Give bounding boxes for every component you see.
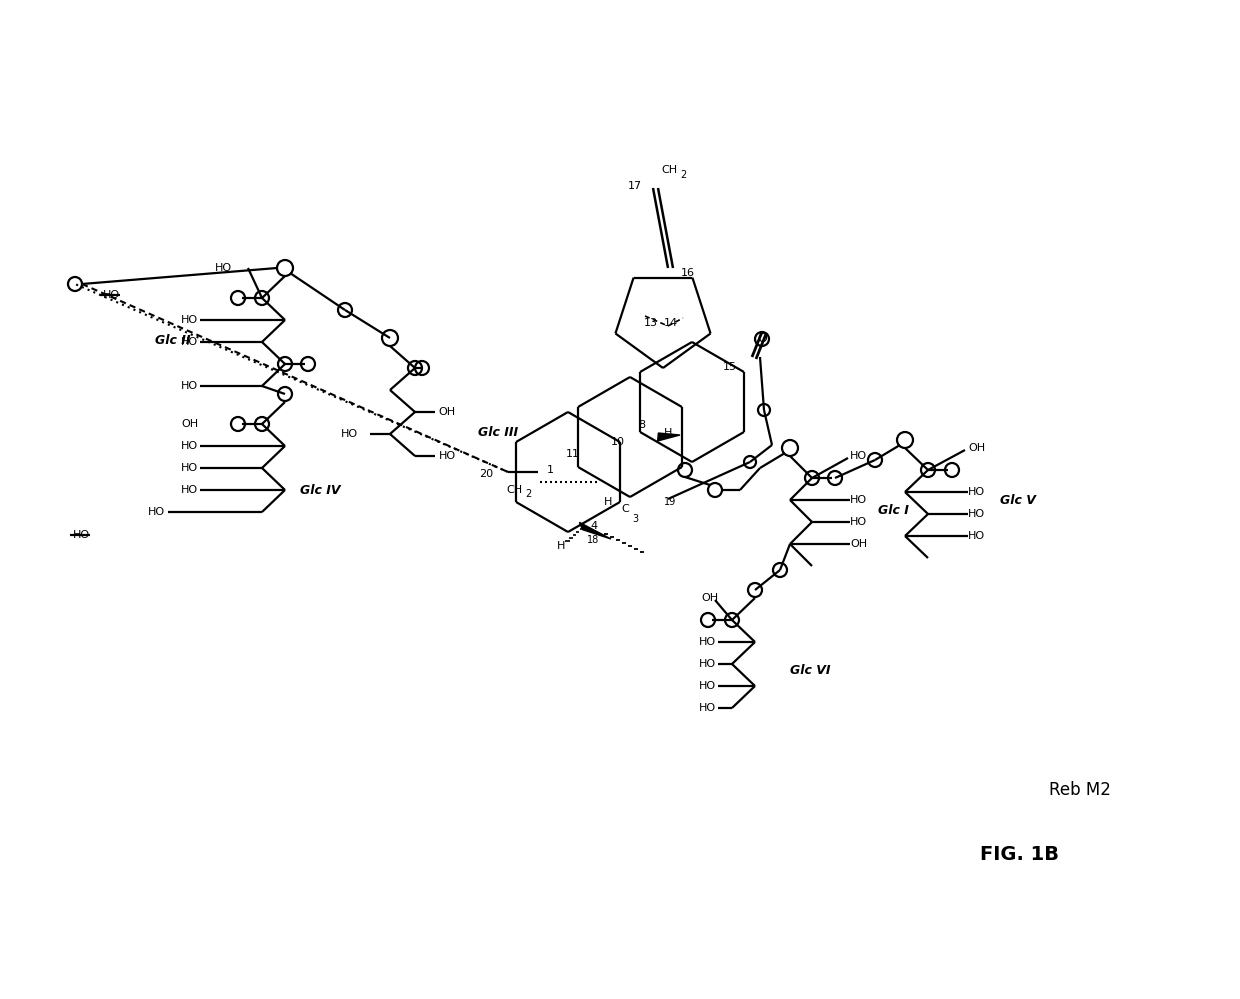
Text: HO: HO xyxy=(181,381,198,391)
Text: FIG. 1B: FIG. 1B xyxy=(981,845,1059,864)
Text: C: C xyxy=(621,504,629,514)
Polygon shape xyxy=(657,433,680,441)
Text: 11: 11 xyxy=(565,449,580,459)
Text: HO: HO xyxy=(148,507,165,517)
Text: HO: HO xyxy=(968,531,985,541)
Text: 15: 15 xyxy=(723,362,737,372)
Text: OH: OH xyxy=(439,407,455,417)
Text: HO: HO xyxy=(849,517,867,527)
Text: HO: HO xyxy=(968,487,985,497)
Text: 17: 17 xyxy=(627,181,642,191)
Text: HO: HO xyxy=(439,451,455,461)
Text: HO: HO xyxy=(73,530,91,540)
Text: HO: HO xyxy=(181,485,198,495)
Text: 13: 13 xyxy=(644,318,658,328)
Text: HO: HO xyxy=(699,681,715,691)
Text: Glc I: Glc I xyxy=(878,503,909,516)
Text: OH: OH xyxy=(849,539,867,549)
Text: HO: HO xyxy=(849,495,867,505)
Polygon shape xyxy=(579,522,611,539)
Text: HO: HO xyxy=(968,509,985,519)
Text: Glc V: Glc V xyxy=(999,494,1035,506)
Text: 14: 14 xyxy=(663,318,678,328)
Text: 19: 19 xyxy=(663,497,676,507)
Text: O: O xyxy=(758,333,766,346)
Text: HO: HO xyxy=(699,703,715,713)
Text: Reb M2: Reb M2 xyxy=(1049,781,1111,799)
Text: HO: HO xyxy=(341,429,358,439)
Text: 18: 18 xyxy=(587,535,599,545)
Text: OH: OH xyxy=(181,419,198,429)
Text: Glc IV: Glc IV xyxy=(300,484,341,497)
Text: OH: OH xyxy=(701,593,718,603)
Text: 16: 16 xyxy=(681,268,694,278)
Text: 2: 2 xyxy=(680,170,686,180)
Text: 20: 20 xyxy=(479,469,494,479)
Text: 1: 1 xyxy=(547,465,553,475)
Text: CH: CH xyxy=(661,165,677,175)
Text: Glc II: Glc II xyxy=(155,334,191,347)
Text: H: H xyxy=(663,428,672,438)
Text: H: H xyxy=(604,497,613,507)
Text: HO: HO xyxy=(181,315,198,325)
Text: HO: HO xyxy=(849,451,867,461)
Text: 8: 8 xyxy=(639,420,646,430)
Text: H: H xyxy=(557,541,565,551)
Text: Glc III: Glc III xyxy=(477,426,518,439)
Text: HO: HO xyxy=(699,659,715,669)
Text: 2: 2 xyxy=(525,489,531,499)
Text: OH: OH xyxy=(968,443,985,453)
Text: HO: HO xyxy=(215,263,232,273)
Text: Glc VI: Glc VI xyxy=(790,663,831,676)
Text: HO: HO xyxy=(181,441,198,451)
Text: 10: 10 xyxy=(611,437,625,447)
Text: 3: 3 xyxy=(632,514,639,524)
Text: HO: HO xyxy=(103,290,120,300)
Text: HO: HO xyxy=(181,337,198,347)
Text: CH: CH xyxy=(506,485,522,495)
Text: HO: HO xyxy=(181,463,198,473)
Text: 4: 4 xyxy=(590,521,598,531)
Text: HO: HO xyxy=(699,637,715,647)
